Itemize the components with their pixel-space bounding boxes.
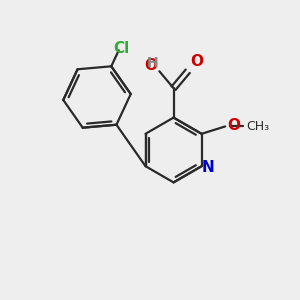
Text: O: O bbox=[227, 118, 240, 134]
Text: CH₃: CH₃ bbox=[247, 120, 270, 133]
Text: Cl: Cl bbox=[113, 41, 129, 56]
Text: O: O bbox=[190, 54, 203, 69]
Text: O: O bbox=[144, 58, 157, 73]
Text: N: N bbox=[202, 160, 214, 175]
Text: H: H bbox=[147, 56, 159, 70]
